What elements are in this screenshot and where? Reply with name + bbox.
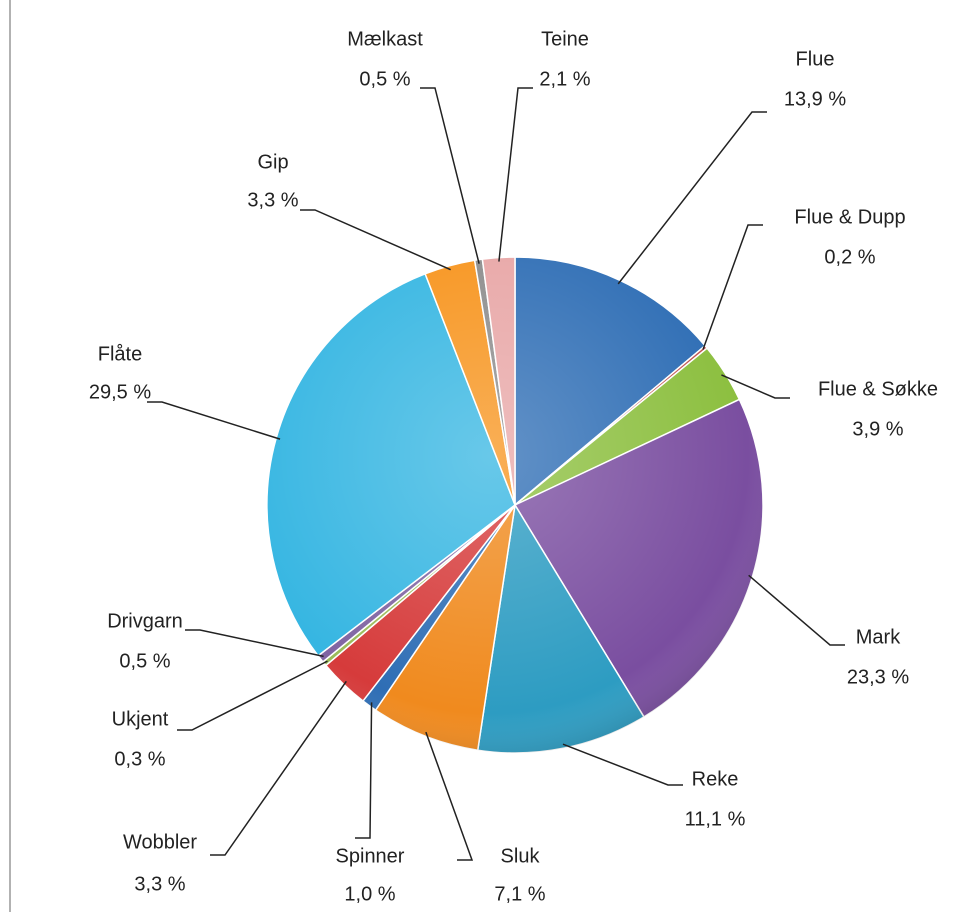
slice-label: Reke: [692, 768, 739, 790]
slice-label: Wobbler: [123, 831, 197, 853]
slice-label: Flue & Søkke: [818, 378, 938, 400]
slice-value-label: 0,2 %: [824, 246, 875, 268]
slice-label: Flue: [796, 48, 835, 70]
slice-value-label: 0,5 %: [119, 650, 170, 672]
leader-line: [147, 401, 281, 440]
slice-label: Teine: [541, 28, 589, 50]
slice-label: Flåte: [98, 343, 142, 365]
leader-line: [177, 660, 328, 731]
leader-line: [185, 629, 324, 658]
slice-value-label: 3,3 %: [247, 189, 298, 211]
leader-line: [300, 209, 451, 271]
slice-label: Spinner: [336, 845, 405, 867]
slice-label: Drivgarn: [107, 610, 183, 632]
slice-value-label: 2,1 %: [539, 68, 590, 90]
slice-value-label: 13,9 %: [784, 88, 846, 110]
slice-value-label: 29,5 %: [89, 381, 151, 403]
pie: [266, 256, 764, 754]
leader-line: [721, 374, 790, 399]
slice-label: Ukjent: [112, 708, 169, 730]
slice-label: Gip: [257, 151, 288, 173]
slice-label: Mælkast: [347, 28, 423, 50]
slice-value-label: 3,3 %: [134, 873, 185, 895]
slice-value-label: 7,1 %: [494, 883, 545, 905]
leader-line: [425, 731, 474, 861]
slice-value-label: 0,5 %: [359, 68, 410, 90]
leader-line: [617, 111, 767, 285]
slice-value-label: 1,0 %: [344, 883, 395, 905]
leader-line: [562, 743, 683, 786]
labels: Flue 13,9 % Flue & Dupp 0,2 % Flue & Søkke 3,…: [89, 28, 938, 905]
slice-value-label: 0,3 %: [114, 748, 165, 770]
slice-value-label: 23,3 %: [847, 666, 909, 688]
leader-line: [702, 224, 763, 350]
leader-line: [498, 87, 533, 262]
leader-line: [210, 680, 347, 856]
leader-line: [748, 574, 845, 646]
slice-label: Mark: [856, 626, 901, 648]
slice-label: Flue & Dupp: [794, 206, 905, 228]
slice-value-label: 3,9 %: [852, 418, 903, 440]
leader-line: [420, 87, 480, 264]
slice-value-label: 11,1 %: [685, 808, 746, 830]
slice-label: Sluk: [501, 845, 541, 867]
leader-line: [355, 702, 373, 839]
